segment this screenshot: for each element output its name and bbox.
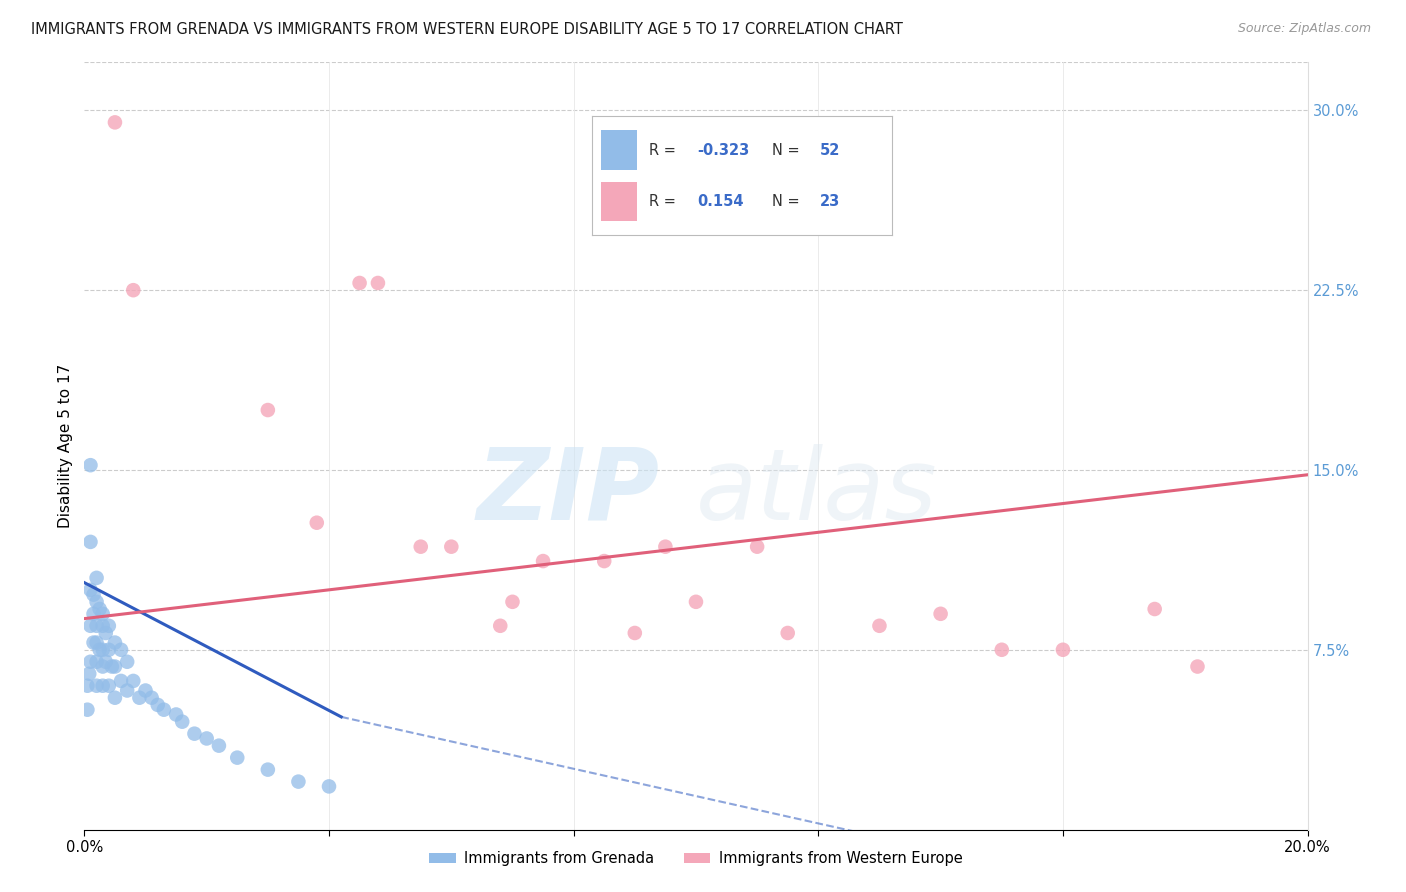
Point: [83, 635, 105, 649]
Point: [115, 655, 138, 669]
Point: [110, 673, 132, 688]
Y-axis label: Disability Age 5 to 17: Disability Age 5 to 17: [58, 364, 73, 528]
Point: [79, 535, 101, 549]
Text: IMMIGRANTS FROM GRENADA VS IMMIGRANTS FROM WESTERN EUROPE DISABILITY AGE 5 TO 17: IMMIGRANTS FROM GRENADA VS IMMIGRANTS FR…: [31, 22, 903, 37]
Point: [86, 635, 108, 649]
Point: [86, 679, 108, 693]
Point: [1052, 642, 1074, 657]
Point: [195, 731, 218, 746]
Point: [91, 619, 114, 633]
Point: [79, 619, 101, 633]
Point: [83, 588, 105, 602]
Point: [929, 607, 952, 621]
Point: [318, 780, 340, 794]
Legend: Immigrants from Grenada, Immigrants from Western Europe: Immigrants from Grenada, Immigrants from…: [423, 846, 969, 872]
Point: [91, 659, 114, 673]
Point: [685, 595, 707, 609]
Point: [593, 554, 616, 568]
Point: [531, 554, 554, 568]
Point: [489, 619, 512, 633]
Point: [624, 626, 647, 640]
Point: [502, 595, 524, 609]
Point: [128, 690, 150, 705]
Point: [89, 602, 111, 616]
Point: [1143, 602, 1166, 616]
Point: [79, 582, 101, 597]
Point: [165, 707, 187, 722]
Point: [257, 763, 280, 777]
Point: [440, 540, 463, 554]
Point: [110, 642, 132, 657]
Point: [869, 619, 891, 633]
Point: [91, 642, 114, 657]
Point: [86, 655, 108, 669]
Point: [776, 626, 799, 640]
Point: [104, 659, 127, 673]
Point: [257, 403, 280, 417]
Point: [991, 642, 1014, 657]
Point: [97, 642, 120, 657]
Point: [305, 516, 328, 530]
Point: [367, 276, 389, 290]
Point: [83, 607, 105, 621]
Point: [79, 655, 101, 669]
Point: [141, 690, 163, 705]
Point: [135, 683, 157, 698]
Point: [654, 540, 676, 554]
Point: [349, 276, 371, 290]
Point: [183, 726, 205, 740]
Point: [409, 540, 432, 554]
Point: [104, 635, 127, 649]
Point: [208, 739, 231, 753]
Point: [104, 115, 127, 129]
Point: [747, 540, 769, 554]
Point: [97, 679, 120, 693]
Point: [86, 571, 108, 585]
Point: [153, 703, 176, 717]
Point: [115, 683, 138, 698]
Point: [91, 679, 114, 693]
Point: [94, 655, 117, 669]
Point: [76, 703, 98, 717]
Point: [91, 607, 114, 621]
Point: [122, 283, 145, 297]
Point: [89, 642, 111, 657]
Point: [76, 679, 98, 693]
Text: ZIP: ZIP: [477, 443, 659, 541]
Point: [101, 659, 124, 673]
Point: [94, 626, 117, 640]
Point: [226, 750, 249, 764]
Text: Source: ZipAtlas.com: Source: ZipAtlas.com: [1237, 22, 1371, 36]
Point: [97, 619, 120, 633]
Point: [104, 690, 127, 705]
Point: [79, 458, 101, 473]
Point: [287, 774, 309, 789]
Point: [77, 666, 100, 681]
Point: [86, 619, 108, 633]
Text: atlas: atlas: [696, 443, 938, 541]
Point: [172, 714, 194, 729]
Point: [146, 698, 169, 712]
Point: [122, 673, 145, 688]
Point: [86, 595, 108, 609]
Point: [1187, 659, 1209, 673]
